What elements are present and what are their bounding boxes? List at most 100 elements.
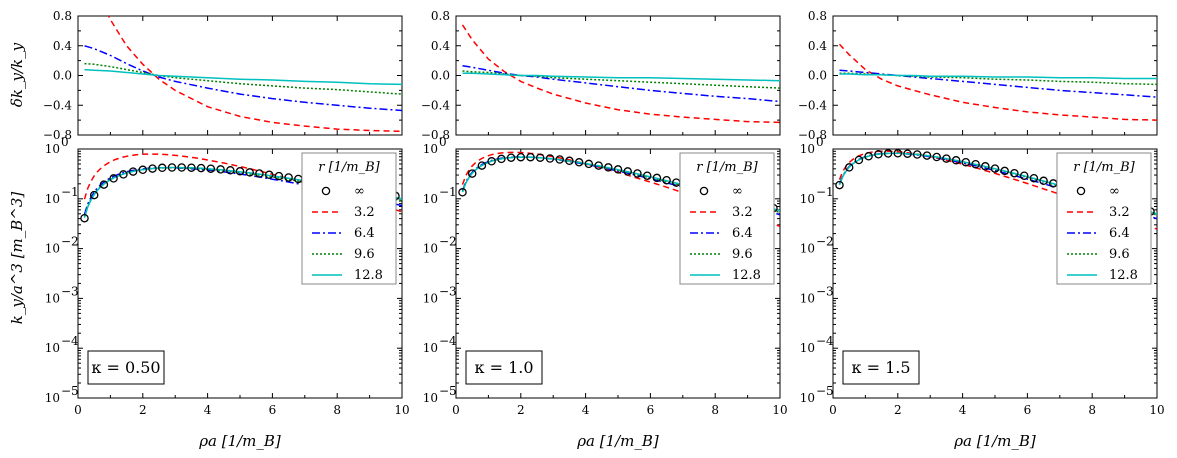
bottom-ytick-label: 10 xyxy=(45,291,60,305)
marker-r-inf xyxy=(128,167,138,176)
marker-r-inf xyxy=(545,154,555,163)
marker-r-inf xyxy=(235,167,245,176)
bottom-xtick-label: 8 xyxy=(711,403,719,417)
bottom-ytick-exponent: −5 xyxy=(439,384,457,398)
bottom-ytick-exponent: −3 xyxy=(816,284,834,298)
top-series-r32 xyxy=(838,43,1157,121)
bottom-ytick-label: 10 xyxy=(800,391,815,405)
legend-marker-inf xyxy=(1076,186,1086,196)
bottom-ytick-exponent: −3 xyxy=(439,284,457,298)
bottom-ytick-label: 10 xyxy=(423,391,438,405)
top-ytick-label: 0.8 xyxy=(808,9,827,23)
bottom-ytick-label: 10 xyxy=(45,192,60,206)
top-ylabel: δk_y/k_y xyxy=(8,42,26,107)
kappa-label: κ = 1.0 xyxy=(474,358,533,377)
marker-r-inf xyxy=(874,150,883,159)
legend-label-inf: ∞ xyxy=(354,184,365,199)
bottom-ytick-label: 10 xyxy=(800,291,815,305)
bottom-ytick-exponent: −5 xyxy=(61,384,79,398)
bottom-ytick-label: 10 xyxy=(800,341,815,355)
marker-r-inf xyxy=(981,162,990,171)
top-ytick-label: 0.0 xyxy=(53,69,72,83)
top-series-r128 xyxy=(839,73,1157,80)
marker-r-inf xyxy=(844,163,854,172)
marker-r-inf xyxy=(206,164,216,173)
marker-r-inf xyxy=(623,167,632,176)
bottom-xtick-label: 8 xyxy=(1088,403,1096,417)
top-ytick-label: 0.4 xyxy=(431,39,450,53)
bottom-ytick-label: 10 xyxy=(423,142,438,156)
xlabel: ρa [1/m_B] xyxy=(953,432,1036,450)
bottom-ytick-exponent: −1 xyxy=(439,185,457,199)
bottom-ytick-label: 10 xyxy=(423,291,438,305)
top-ytick-label: 0.8 xyxy=(431,9,450,23)
marker-r-inf xyxy=(284,173,293,182)
bottom-xtick-label: 6 xyxy=(647,403,655,417)
bottom-ytick-label: 10 xyxy=(423,192,438,206)
marker-r-inf xyxy=(157,163,167,173)
bottom-xtick-label: 10 xyxy=(394,403,409,417)
bottom-xtick-label: 4 xyxy=(582,403,590,417)
top-series-r32 xyxy=(461,24,780,124)
top-series-r128 xyxy=(84,68,402,86)
bottom-ytick-exponent: 0 xyxy=(439,135,447,149)
top-ytick-label: −0.4 xyxy=(421,98,451,112)
marker-r-inf xyxy=(613,165,623,174)
legend-label-r96: 9.6 xyxy=(1109,247,1130,262)
bottom-ytick-exponent: −2 xyxy=(439,235,457,249)
kappa-label-box: κ = 1.5 xyxy=(842,350,920,385)
bottom-ytick-exponent: −1 xyxy=(61,185,79,199)
kappa-label-box: κ = 0.50 xyxy=(87,350,165,385)
legend-label-r32: 3.2 xyxy=(354,205,375,220)
top-series-r96 xyxy=(462,70,780,89)
marker-r-inf xyxy=(854,155,864,165)
legend-label-r64: 6.4 xyxy=(1109,226,1130,241)
marker-r-inf xyxy=(516,152,526,162)
marker-r-inf xyxy=(216,165,225,174)
marker-r-inf xyxy=(961,157,971,167)
top-ytick-label: −0.8 xyxy=(798,128,827,142)
xlabel: ρa [1/m_B] xyxy=(198,432,281,450)
marker-r-inf xyxy=(177,163,186,172)
bottom-xtick-label: 2 xyxy=(517,403,525,417)
marker-r-inf xyxy=(574,158,584,167)
marker-r-inf xyxy=(835,180,844,190)
marker-r-inf xyxy=(942,154,951,163)
bottom-xtick-label: 6 xyxy=(1024,403,1032,417)
top-series-r32 xyxy=(107,16,402,133)
bottom-ytick-exponent: −2 xyxy=(816,235,834,249)
marker-r-inf xyxy=(497,154,506,164)
top-ytick-label: 0.4 xyxy=(53,39,72,53)
marker-r-inf xyxy=(167,163,177,172)
kappa-label-box: κ = 1.0 xyxy=(465,350,543,385)
bottom-ytick-exponent: −4 xyxy=(439,334,457,348)
marker-r-inf xyxy=(642,171,652,180)
marker-r-inf xyxy=(99,180,109,189)
top-ytick-label: −0.8 xyxy=(421,128,450,142)
marker-r-inf xyxy=(535,153,545,162)
marker-r-inf xyxy=(633,169,642,178)
legend-frame xyxy=(301,152,397,285)
bottom-xtick-label: 2 xyxy=(894,403,902,417)
bottom-xtick-label: 4 xyxy=(959,403,967,417)
marker-r-inf xyxy=(196,163,206,173)
bottom-ytick-exponent: 0 xyxy=(61,135,69,149)
legend-title: r [1/m_B] xyxy=(318,160,380,175)
top-ytick-label: 0.0 xyxy=(431,69,450,83)
legend: r [1/m_B] ∞ 3.2 6.4 9.6 12.8 xyxy=(301,152,397,285)
marker-r-inf xyxy=(89,190,99,200)
marker-r-inf xyxy=(80,213,89,223)
bottom-xtick-label: 2 xyxy=(139,403,147,417)
marker-r-inf xyxy=(477,161,487,170)
bottom-ytick-label: 10 xyxy=(45,242,60,256)
bottom-ytick-label: 10 xyxy=(800,242,815,256)
bottom-ytick-exponent: −3 xyxy=(61,284,79,298)
marker-r-inf xyxy=(912,150,922,159)
top-ytick-label: 0.8 xyxy=(53,9,72,23)
bottom-ylabel-text: k_y/a^3 [m_B^3] xyxy=(8,192,26,325)
kappa-label: κ = 0.50 xyxy=(91,358,160,377)
legend-label-r64: 6.4 xyxy=(354,226,375,241)
